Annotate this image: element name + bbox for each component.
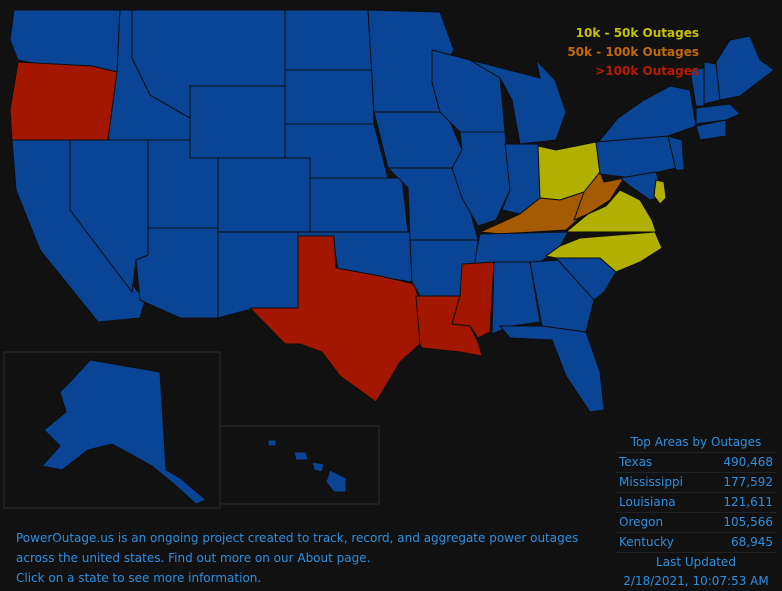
state-vermont[interactable] bbox=[689, 67, 705, 107]
state-arizona[interactable] bbox=[135, 227, 219, 319]
state-delaware[interactable] bbox=[653, 179, 667, 205]
state-massachusetts[interactable] bbox=[695, 103, 741, 125]
state-kansas[interactable] bbox=[309, 177, 409, 233]
state-alabama[interactable] bbox=[491, 261, 541, 335]
top-area-value: 490,468 bbox=[723, 455, 773, 469]
top-area-row[interactable]: Louisiana 121,611 bbox=[615, 493, 777, 513]
top-area-name: Oregon bbox=[619, 515, 664, 529]
state-alaska[interactable] bbox=[41, 359, 207, 505]
state-hawaii[interactable] bbox=[267, 439, 347, 493]
state-north-carolina[interactable] bbox=[544, 231, 663, 273]
state-pennsylvania[interactable] bbox=[595, 135, 677, 179]
info-line-3: Click on a state to see more information… bbox=[16, 571, 262, 585]
legend-item-mid: 50k - 100k Outages bbox=[567, 45, 699, 59]
top-area-row[interactable]: Kentucky 68,945 bbox=[615, 533, 777, 553]
info-line-2: across the united states. Find out more … bbox=[16, 551, 371, 565]
state-new-england-south[interactable] bbox=[695, 119, 727, 141]
outage-legend: 10k - 50k Outages 50k - 100k Outages >10… bbox=[567, 24, 699, 81]
top-areas-title: Top Areas by Outages bbox=[615, 432, 777, 453]
info-line-1: PowerOutage.us is an ongoing project cre… bbox=[16, 531, 579, 545]
top-area-value: 68,945 bbox=[731, 535, 773, 549]
top-area-row[interactable]: Texas 490,468 bbox=[615, 453, 777, 473]
top-area-name: Kentucky bbox=[619, 535, 674, 549]
state-north-dakota[interactable] bbox=[284, 9, 373, 71]
top-area-value: 177,592 bbox=[723, 475, 773, 489]
top-area-name: Louisiana bbox=[619, 495, 676, 509]
last-updated-value: 2/18/2021, 10:07:53 AM bbox=[623, 574, 769, 588]
state-florida[interactable] bbox=[498, 325, 605, 413]
state-new-mexico[interactable] bbox=[217, 231, 299, 319]
state-new-york[interactable] bbox=[595, 85, 697, 143]
top-area-row[interactable]: Oregon 105,566 bbox=[615, 513, 777, 533]
top-area-row[interactable]: Mississippi 177,592 bbox=[615, 473, 777, 493]
state-tennessee[interactable] bbox=[473, 231, 569, 265]
top-areas-panel: Top Areas by Outages Texas 490,468 Missi… bbox=[615, 432, 777, 591]
top-area-name: Texas bbox=[619, 455, 653, 469]
state-texas[interactable] bbox=[248, 235, 421, 403]
state-colorado[interactable] bbox=[217, 157, 311, 233]
state-maine[interactable] bbox=[715, 35, 775, 101]
state-oregon[interactable] bbox=[9, 61, 118, 141]
state-new-jersey[interactable] bbox=[667, 135, 685, 171]
info-text: PowerOutage.us is an ongoing project cre… bbox=[16, 528, 586, 588]
top-area-name: Mississippi bbox=[619, 475, 683, 489]
state-michigan[interactable] bbox=[469, 58, 567, 145]
top-area-value: 121,611 bbox=[723, 495, 773, 509]
hawaii-inset-frame bbox=[219, 425, 380, 505]
state-georgia[interactable] bbox=[529, 259, 595, 333]
last-updated-label: Last Updated bbox=[656, 555, 736, 569]
legend-item-high: >100k Outages bbox=[595, 64, 699, 78]
state-wyoming[interactable] bbox=[189, 85, 286, 159]
top-area-value: 105,566 bbox=[723, 515, 773, 529]
legend-item-low: 10k - 50k Outages bbox=[575, 26, 699, 40]
state-south-dakota[interactable] bbox=[284, 69, 375, 125]
